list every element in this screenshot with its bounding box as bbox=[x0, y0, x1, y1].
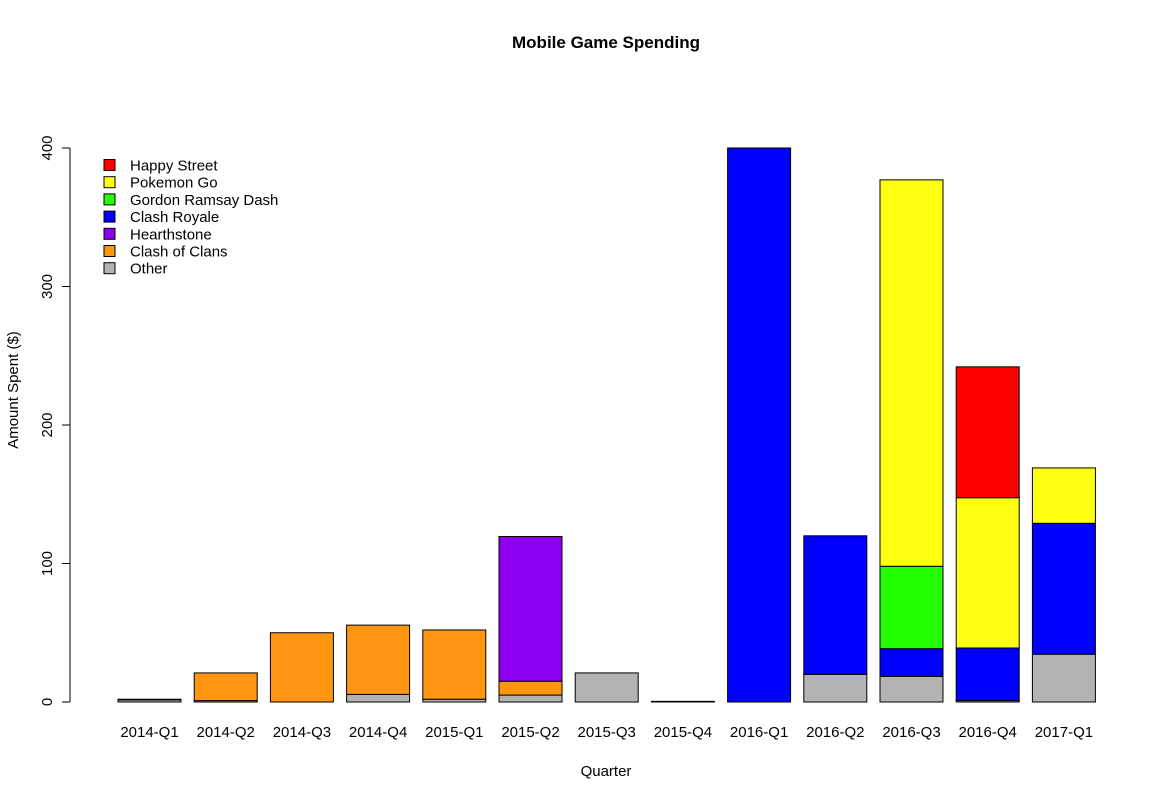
x-tick-label: 2016-Q1 bbox=[730, 724, 788, 741]
bar-segment bbox=[1031, 653, 1096, 703]
legend-swatch bbox=[103, 245, 116, 257]
x-tick-label: 2016-Q2 bbox=[806, 724, 864, 741]
legend-label: Clash Royale bbox=[130, 209, 219, 226]
legend-label: Pokemon Go bbox=[130, 175, 218, 192]
bar-segment bbox=[955, 497, 1020, 649]
bar-segment bbox=[574, 672, 639, 703]
legend-swatch bbox=[103, 193, 116, 206]
y-tick-label: 200 bbox=[39, 412, 56, 437]
legend-label: Clash of Clans bbox=[130, 244, 228, 261]
bar-segment bbox=[955, 366, 1020, 499]
bar-segment bbox=[1031, 522, 1096, 655]
legend-label: Gordon Ramsay Dash bbox=[130, 192, 278, 209]
x-tick-label: 2015-Q3 bbox=[578, 724, 636, 741]
bar-segment bbox=[879, 648, 944, 677]
bar-segment bbox=[422, 629, 487, 700]
bar-segment bbox=[498, 680, 563, 696]
y-axis-label: Amount Spent ($) bbox=[5, 331, 22, 449]
bar-segment bbox=[193, 672, 258, 702]
x-tick-label: 2015-Q1 bbox=[425, 724, 483, 741]
x-tick-label: 2015-Q2 bbox=[501, 724, 559, 741]
bar-segment bbox=[117, 698, 182, 701]
bar-segment bbox=[727, 147, 792, 703]
bar-segment bbox=[498, 694, 563, 703]
y-tick-label: 300 bbox=[39, 274, 56, 299]
legend-swatch bbox=[103, 210, 116, 223]
x-tick-label: 2016-Q4 bbox=[959, 724, 1017, 741]
bar-segment bbox=[879, 565, 944, 650]
x-tick-label: 2017-Q1 bbox=[1035, 724, 1093, 741]
legend-label: Other bbox=[130, 261, 168, 278]
legend-label: Happy Street bbox=[130, 158, 218, 175]
bar-segment bbox=[879, 179, 944, 567]
bar-segment bbox=[650, 700, 715, 703]
bar-segment bbox=[1031, 467, 1096, 524]
bar-segment bbox=[346, 693, 411, 703]
x-tick-label: 2014-Q3 bbox=[273, 724, 331, 741]
x-axis-tick-labels: 2014-Q1 2014-Q2 2014-Q3 2014-Q4 2015-Q1 2015-… bbox=[120, 724, 1093, 741]
y-tick-label: 0 bbox=[39, 698, 56, 706]
legend-swatch bbox=[103, 227, 116, 240]
bar-segment bbox=[346, 624, 411, 695]
x-tick-label: 2014-Q4 bbox=[349, 724, 407, 741]
x-tick-label: 2015-Q4 bbox=[654, 724, 712, 741]
x-axis-label: Quarter bbox=[581, 763, 632, 780]
y-axis: 0 100 200 300 400 bbox=[39, 135, 71, 706]
x-tick-label: 2014-Q2 bbox=[197, 724, 255, 741]
legend-swatch bbox=[103, 176, 116, 189]
legend-label: Hearthstone bbox=[130, 226, 212, 243]
legend-swatch bbox=[103, 262, 116, 275]
chart-title: Mobile Game Spending bbox=[512, 33, 700, 52]
bar-segment bbox=[269, 632, 334, 703]
x-tick-label: 2014-Q1 bbox=[120, 724, 178, 741]
bar-segment bbox=[879, 675, 944, 703]
bar-segment bbox=[803, 673, 868, 703]
bars bbox=[117, 147, 1096, 703]
bar-segment bbox=[498, 535, 563, 682]
y-tick-label: 100 bbox=[39, 551, 56, 576]
x-tick-label: 2016-Q3 bbox=[882, 724, 940, 741]
y-tick-label: 400 bbox=[39, 135, 56, 160]
legend-swatch bbox=[103, 159, 116, 171]
bar-segment bbox=[803, 535, 868, 675]
bar-segment bbox=[955, 647, 1020, 702]
